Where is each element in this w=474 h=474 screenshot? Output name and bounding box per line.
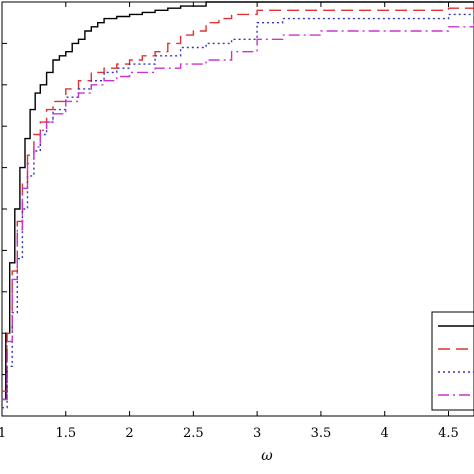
x-tick-label: 4.5 <box>438 426 459 441</box>
x-tick-label: 1 <box>0 426 6 441</box>
plot-frame <box>1 1 474 417</box>
x-axis-title: ω <box>261 448 273 464</box>
x-tick-label: 4 <box>381 426 389 441</box>
series-layer <box>2 1 474 409</box>
x-tick-label: 3.5 <box>311 426 332 441</box>
legend-box <box>431 311 474 411</box>
legend-frame <box>431 311 474 411</box>
plot-area <box>1 1 474 417</box>
x-tick-label: 1.5 <box>55 426 76 441</box>
x-tick-label: 3 <box>253 426 261 441</box>
x-tick-label: 2.5 <box>183 426 204 441</box>
series-line-3 <box>2 13 474 409</box>
x-axis: 1 1.5 2 2.5 3 3.5 4 4.5 <box>0 2 459 441</box>
series-line-4 <box>2 22 474 401</box>
series-line-1 <box>2 1 474 401</box>
x-tick-label: 2 <box>125 426 133 441</box>
